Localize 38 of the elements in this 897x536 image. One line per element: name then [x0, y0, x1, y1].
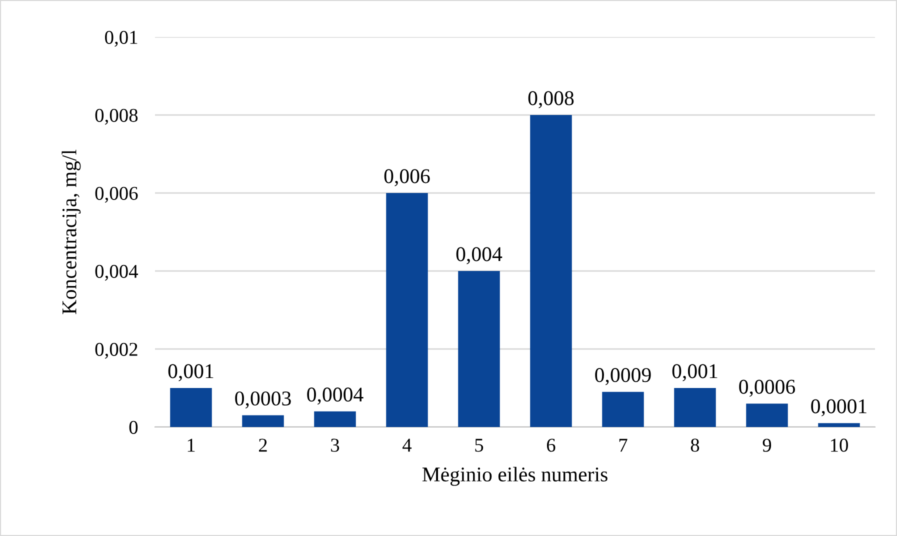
bar	[242, 415, 284, 427]
bar	[602, 392, 644, 427]
bar	[458, 271, 500, 427]
x-tick-label: 3	[331, 438, 340, 452]
bar	[674, 388, 716, 427]
bar	[530, 115, 572, 427]
x-tick-label: 10	[830, 438, 848, 452]
data-label: 0,001	[672, 364, 718, 382]
bar	[170, 388, 212, 427]
y-tick-label: 0,006	[95, 186, 138, 203]
data-label: 0,0009	[595, 368, 651, 386]
data-label: 0,0006	[739, 380, 796, 397]
data-label: 0,0001	[811, 399, 866, 416]
x-tick-label: 7	[619, 438, 628, 452]
x-tick-label: 5	[475, 438, 484, 452]
x-tick-label: 1	[188, 438, 195, 452]
data-label: 0,001	[168, 364, 214, 382]
y-tick-label: 0,002	[95, 342, 138, 359]
x-tick-label: 9	[762, 438, 772, 452]
y-tick-label: 0,004	[95, 264, 138, 281]
data-label: 0,008	[528, 91, 574, 108]
bar	[818, 423, 860, 427]
data-label: 0,006	[384, 169, 430, 186]
y-tick-label: 0,01	[105, 30, 138, 47]
bar	[386, 193, 428, 427]
x-tick-label: 6	[546, 438, 556, 452]
data-label: 0,0003	[235, 391, 291, 409]
y-tick-label: 0	[129, 420, 138, 434]
x-tick-label: 8	[690, 438, 700, 452]
data-label: 0,0004	[307, 388, 364, 405]
x-tick-label: 4	[402, 438, 412, 452]
data-label: 0,004	[456, 247, 502, 264]
y-axis-title: Koncentracija, mg/l	[62, 150, 81, 314]
x-tick-label: 2	[258, 438, 267, 452]
x-axis-title: Mėginio eilės numeris	[422, 466, 608, 486]
bar	[314, 411, 356, 427]
y-tick-label: 0,008	[95, 108, 138, 125]
bar	[746, 404, 788, 427]
